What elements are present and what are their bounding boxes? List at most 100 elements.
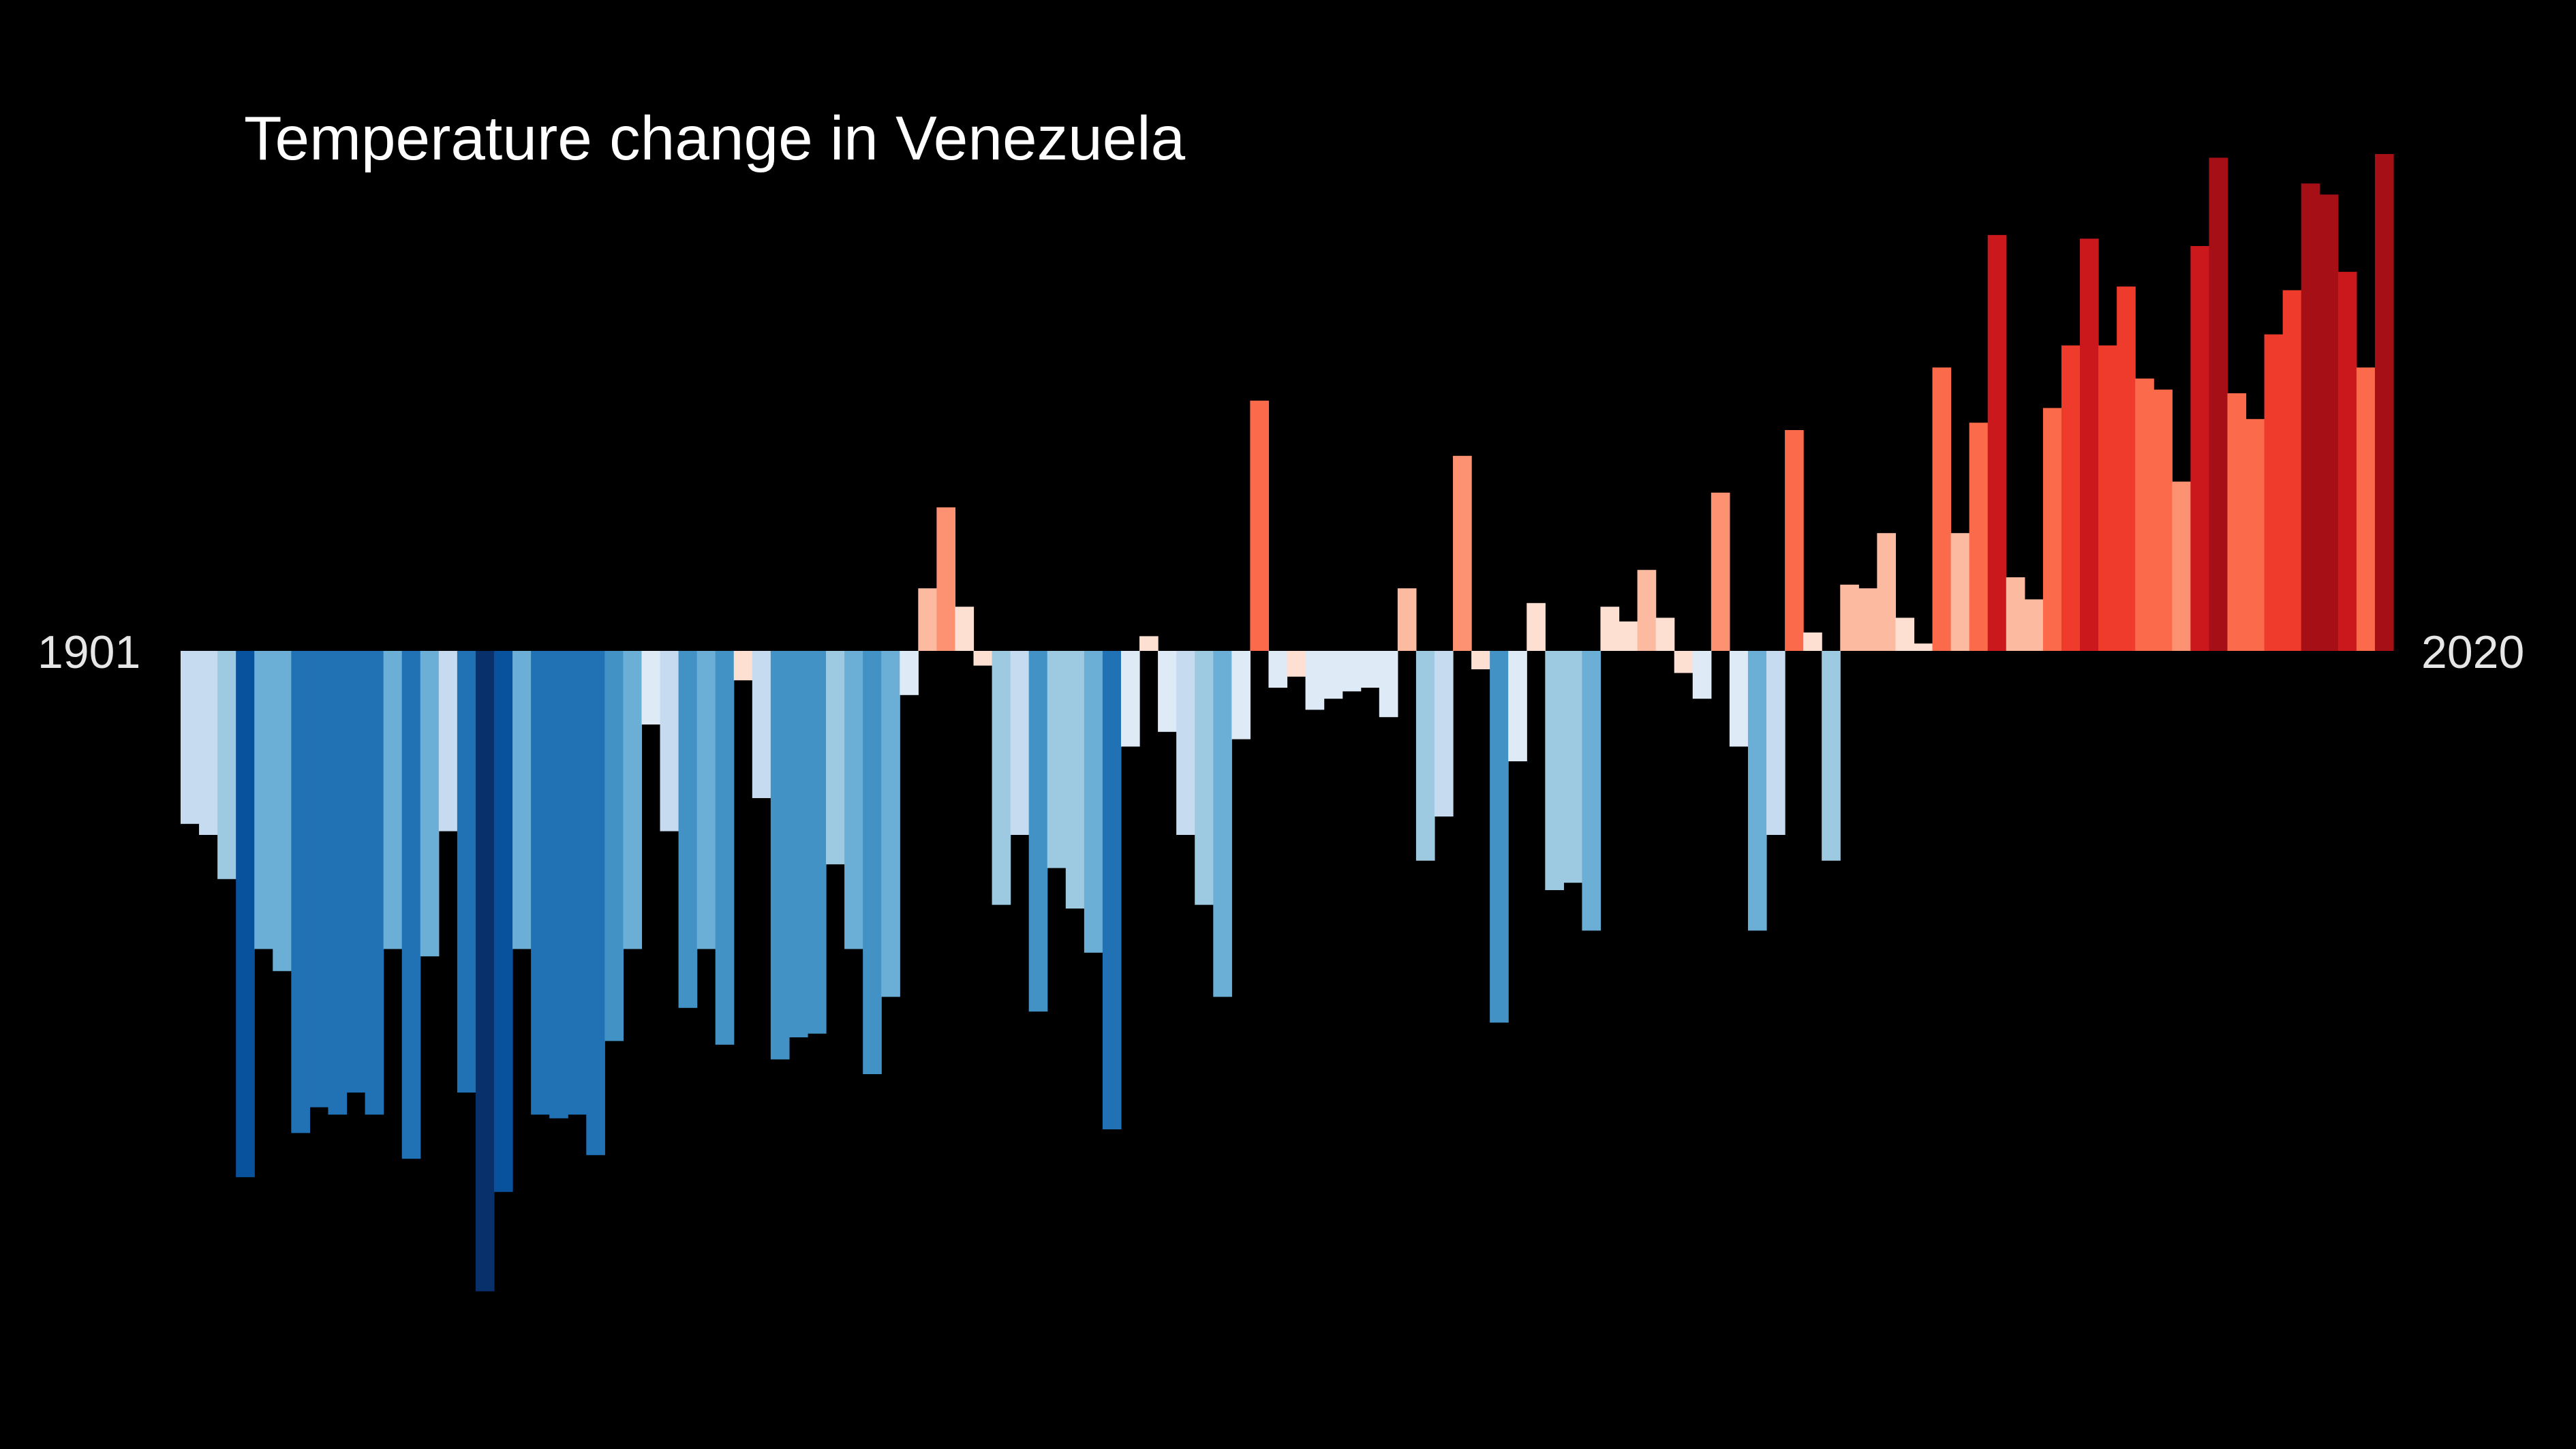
bar-1973 <box>1508 651 1527 761</box>
bar-2014 <box>2264 334 2284 651</box>
bar-1999 <box>1987 234 2007 651</box>
bar-1917 <box>475 651 495 1292</box>
bar-1965 <box>1360 651 1380 688</box>
bar-1957 <box>1213 651 1232 997</box>
bar-1939 <box>881 651 900 997</box>
bar-2003 <box>2061 345 2081 651</box>
bar-2018 <box>2337 271 2357 651</box>
bar-1919 <box>512 651 532 949</box>
bar-1990 <box>1822 651 1841 861</box>
bar-1935 <box>807 651 827 1034</box>
bar-2016 <box>2301 183 2320 651</box>
bar-1912 <box>383 651 403 949</box>
bar-1955 <box>1176 651 1195 835</box>
bar-1934 <box>788 651 808 1037</box>
bar-1926 <box>641 651 661 724</box>
bar-1975 <box>1545 651 1564 890</box>
bar-1942 <box>936 507 956 651</box>
end-year-label: 2020 <box>2421 626 2525 678</box>
bar-1923 <box>586 651 605 1155</box>
bar-2009 <box>2172 481 2191 651</box>
bar-2019 <box>2356 367 2376 651</box>
bar-2017 <box>2319 194 2339 651</box>
bar-1996 <box>1932 367 1952 651</box>
bar-1938 <box>863 651 882 1074</box>
bar-1967 <box>1397 588 1417 651</box>
bar-1948 <box>1047 651 1067 868</box>
bar-1960 <box>1268 651 1288 688</box>
bar-1997 <box>1950 533 1970 651</box>
bar-2007 <box>2135 378 2154 651</box>
bar-1985 <box>1729 651 1749 747</box>
bar-1914 <box>420 651 440 957</box>
bar-2002 <box>2042 408 2062 651</box>
bar-1974 <box>1527 603 1546 651</box>
bar-1930 <box>715 651 735 1045</box>
bar-1988 <box>1785 430 1804 651</box>
bar-1928 <box>678 651 698 1008</box>
bar-1904 <box>236 651 255 1178</box>
bar-1987 <box>1766 651 1785 835</box>
bar-1905 <box>254 651 273 949</box>
bar-2004 <box>2080 239 2099 651</box>
bar-1970 <box>1453 455 1472 651</box>
bar-1954 <box>1158 651 1177 732</box>
bar-1977 <box>1582 651 1601 931</box>
bar-2015 <box>2282 290 2302 651</box>
bar-1952 <box>1120 651 1140 747</box>
bar-1966 <box>1379 651 1398 718</box>
bar-1911 <box>365 651 384 1115</box>
bar-1927 <box>660 651 679 832</box>
bar-2013 <box>2245 418 2265 651</box>
bar-1964 <box>1342 651 1362 692</box>
bar-1961 <box>1287 651 1306 677</box>
bar-1936 <box>826 651 845 865</box>
bar-1962 <box>1305 651 1325 710</box>
bar-1993 <box>1877 533 1897 651</box>
bar-1920 <box>531 651 550 1115</box>
bar-1921 <box>549 651 568 1118</box>
bar-1925 <box>623 651 643 949</box>
bar-1989 <box>1803 632 1822 651</box>
bar-1978 <box>1600 607 1620 651</box>
bar-1908 <box>309 651 329 1108</box>
bar-1976 <box>1563 651 1583 883</box>
bar-1941 <box>918 588 937 651</box>
bar-1963 <box>1323 651 1343 699</box>
bar-1986 <box>1747 651 1767 931</box>
bar-1956 <box>1195 651 1214 905</box>
bar-1982 <box>1674 651 1693 673</box>
bar-1937 <box>844 651 863 949</box>
bar-1959 <box>1250 400 1270 651</box>
bar-1980 <box>1637 570 1657 651</box>
bar-1992 <box>1858 588 1877 651</box>
bar-1958 <box>1231 651 1251 739</box>
bar-1909 <box>328 651 348 1115</box>
bar-1929 <box>696 651 716 949</box>
bar-1907 <box>291 651 311 1133</box>
chart-title: Temperature change in Venezuela <box>244 104 1186 173</box>
bar-1950 <box>1084 651 1103 953</box>
bar-1991 <box>1840 584 1859 651</box>
bar-1910 <box>346 651 366 1093</box>
bar-1984 <box>1711 492 1730 651</box>
bar-1968 <box>1415 651 1435 861</box>
bar-1953 <box>1139 636 1159 651</box>
bar-1949 <box>1065 651 1085 909</box>
bar-1951 <box>1102 651 1122 1129</box>
bar-1983 <box>1692 651 1712 699</box>
bar-1903 <box>217 651 236 879</box>
bar-1998 <box>1969 423 1989 651</box>
bar-1931 <box>733 651 753 681</box>
bar-1972 <box>1490 651 1509 1023</box>
bar-1922 <box>568 651 587 1115</box>
bar-2008 <box>2153 389 2173 651</box>
bar-1916 <box>457 651 476 1093</box>
bar-2001 <box>2024 599 2044 651</box>
bar-1947 <box>1028 651 1048 1012</box>
bar-1913 <box>401 651 421 1159</box>
bar-1902 <box>199 651 218 835</box>
bar-1971 <box>1471 651 1490 669</box>
bar-1943 <box>955 607 975 651</box>
